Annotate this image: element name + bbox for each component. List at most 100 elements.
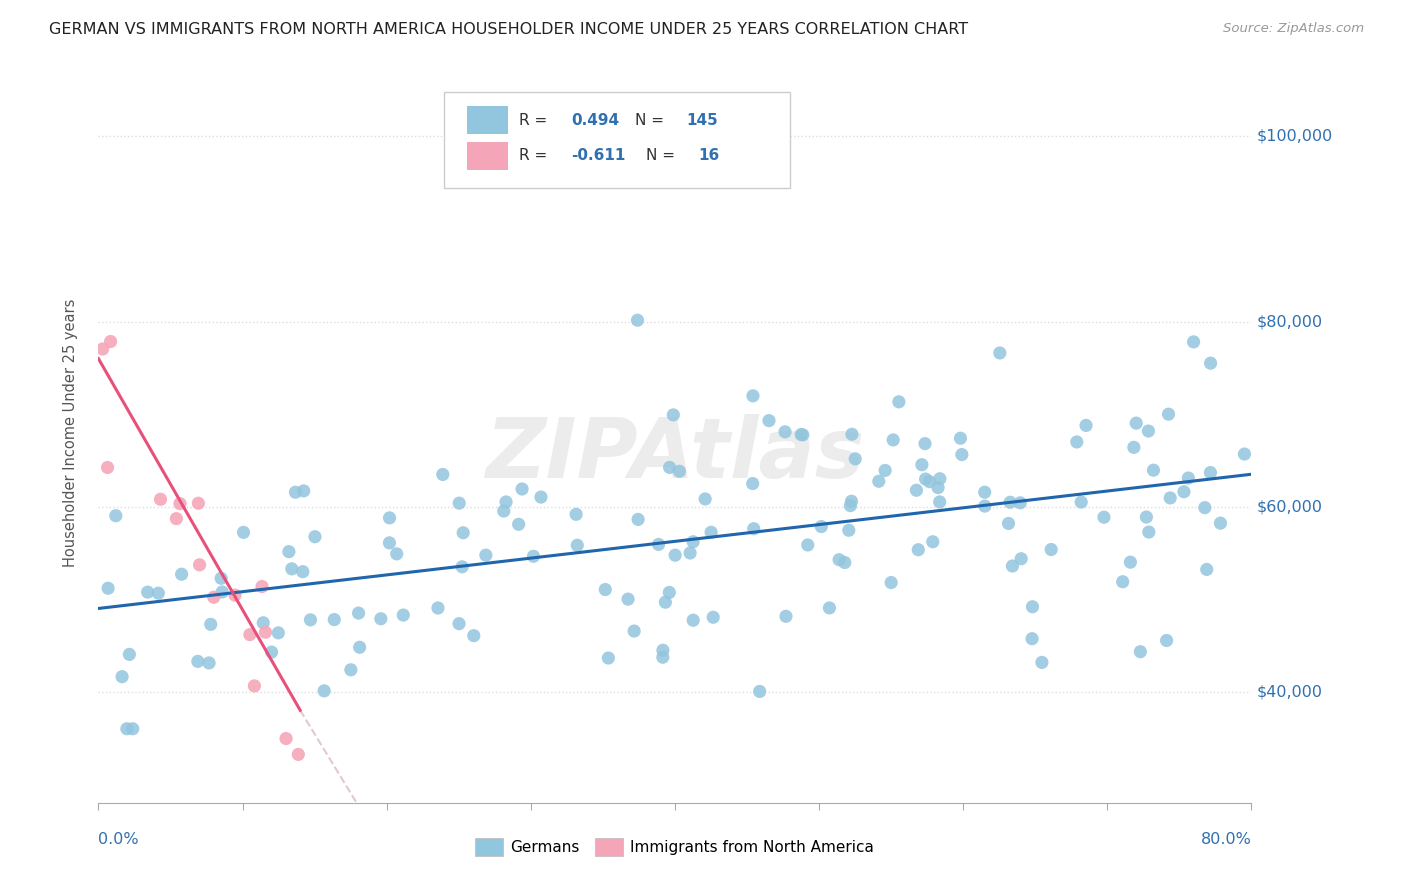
Point xyxy=(775,609,797,624)
Point xyxy=(950,448,973,462)
Point xyxy=(1040,542,1063,557)
Text: -0.611: -0.611 xyxy=(571,148,626,163)
Point xyxy=(508,517,530,532)
Point xyxy=(742,522,765,536)
Point xyxy=(1157,407,1180,421)
Text: $100,000: $100,000 xyxy=(1257,129,1333,144)
Point xyxy=(148,586,170,600)
Point xyxy=(111,670,134,684)
Text: 0.494: 0.494 xyxy=(571,112,619,128)
Point xyxy=(792,427,814,442)
Point xyxy=(97,581,120,595)
Point xyxy=(914,436,936,450)
Text: N =: N = xyxy=(647,148,681,163)
Point xyxy=(254,625,277,640)
Point xyxy=(378,511,401,525)
Point xyxy=(1070,495,1092,509)
Point xyxy=(304,530,326,544)
Point xyxy=(875,463,897,477)
Legend: Germans, Immigrants from North America: Germans, Immigrants from North America xyxy=(470,832,880,862)
Point xyxy=(378,536,401,550)
Point xyxy=(1233,447,1256,461)
Point xyxy=(1199,466,1222,480)
Text: ZIPAtlas: ZIPAtlas xyxy=(485,414,865,495)
Point xyxy=(136,585,159,599)
Text: 0.0%: 0.0% xyxy=(98,832,139,847)
Point xyxy=(880,575,903,590)
Point xyxy=(949,431,972,445)
Point xyxy=(679,546,702,560)
Text: 80.0%: 80.0% xyxy=(1201,832,1251,847)
Point xyxy=(567,538,589,552)
Point xyxy=(1021,632,1043,646)
Point xyxy=(1137,524,1160,539)
Point xyxy=(627,512,650,526)
Text: N =: N = xyxy=(634,112,668,128)
Point xyxy=(905,483,928,498)
Point xyxy=(260,645,283,659)
Point xyxy=(209,571,232,585)
Point xyxy=(349,640,371,655)
Text: $60,000: $60,000 xyxy=(1257,500,1323,514)
Point xyxy=(617,592,640,607)
Point xyxy=(252,615,274,630)
Point xyxy=(1194,500,1216,515)
Point xyxy=(281,562,304,576)
Point xyxy=(187,496,209,510)
Point xyxy=(1159,491,1181,505)
Point xyxy=(314,683,336,698)
Point xyxy=(658,460,681,475)
Point xyxy=(741,476,763,491)
Point xyxy=(243,679,266,693)
Point xyxy=(1135,510,1157,524)
Point xyxy=(647,537,669,551)
Point xyxy=(1129,645,1152,659)
Point xyxy=(810,519,832,533)
Point xyxy=(170,567,193,582)
Y-axis label: Householder Income Under 25 years: Householder Income Under 25 years xyxy=(63,299,77,566)
Point xyxy=(742,389,765,403)
Text: R =: R = xyxy=(519,148,553,163)
Point xyxy=(447,616,470,631)
Point xyxy=(651,643,673,657)
Text: Source: ZipAtlas.com: Source: ZipAtlas.com xyxy=(1223,22,1364,36)
Point xyxy=(1209,516,1232,530)
Point xyxy=(495,495,517,509)
Point xyxy=(927,481,949,495)
Point xyxy=(530,490,553,504)
Point xyxy=(432,467,454,482)
FancyBboxPatch shape xyxy=(444,92,790,188)
Text: 16: 16 xyxy=(697,148,720,163)
Point xyxy=(115,722,138,736)
Point xyxy=(841,494,863,508)
Point xyxy=(973,485,995,500)
Point xyxy=(211,585,233,599)
Point xyxy=(370,612,392,626)
Point xyxy=(267,625,290,640)
Point xyxy=(868,475,890,489)
Text: $80,000: $80,000 xyxy=(1257,314,1323,329)
Point xyxy=(921,534,943,549)
Point xyxy=(748,684,770,698)
Point xyxy=(838,523,860,537)
Point xyxy=(988,346,1011,360)
FancyBboxPatch shape xyxy=(467,142,508,169)
Point xyxy=(841,427,863,442)
Point xyxy=(818,601,841,615)
Text: $40,000: $40,000 xyxy=(1257,684,1323,699)
Point xyxy=(292,483,315,498)
Point xyxy=(1074,418,1097,433)
Point xyxy=(277,544,299,558)
Point xyxy=(187,654,209,668)
Point xyxy=(165,511,187,525)
Point xyxy=(1142,463,1164,477)
Point xyxy=(658,585,681,599)
Point xyxy=(828,552,851,566)
Point xyxy=(887,394,910,409)
Point xyxy=(492,504,515,518)
Point xyxy=(451,525,474,540)
Point xyxy=(595,582,617,597)
Point xyxy=(668,464,690,478)
Point xyxy=(202,591,225,605)
Point xyxy=(565,508,588,522)
